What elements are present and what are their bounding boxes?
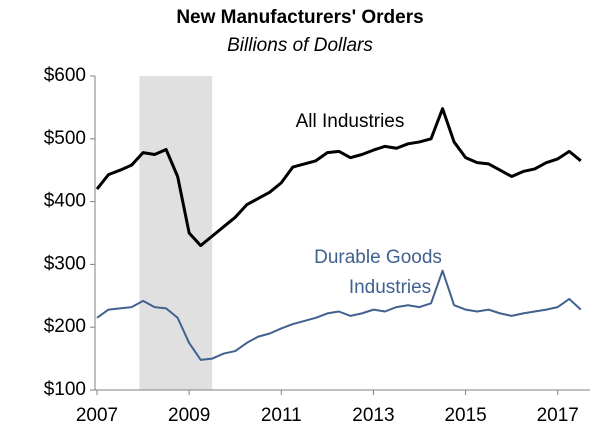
y-tick-label: $200: [44, 316, 86, 337]
shaded-region: [139, 76, 213, 390]
y-tick-label: $600: [44, 65, 86, 86]
series-line: [95, 107, 582, 248]
x-tick-label: 2009: [168, 405, 210, 426]
x-tick-label: 2013: [352, 405, 394, 426]
y-tick-label: $400: [44, 191, 86, 212]
x-tick-label: 2015: [444, 405, 486, 426]
annotation: All Industries: [296, 111, 405, 132]
y-tick-label: $500: [44, 128, 86, 149]
annotation: Durable Goods: [314, 247, 442, 268]
y-tick-label: $300: [44, 253, 86, 274]
annotation: Industries: [349, 277, 431, 298]
x-tick-label: 2007: [76, 405, 118, 426]
y-tick-label: $100: [44, 379, 86, 400]
chart-title: New Manufacturers' Orders: [176, 7, 423, 28]
chart-subtitle: Billions of Dollars: [227, 35, 373, 56]
x-tick-label: 2011: [261, 405, 302, 426]
series-line: [96, 269, 582, 361]
x-tick-label: 2017: [537, 405, 579, 426]
